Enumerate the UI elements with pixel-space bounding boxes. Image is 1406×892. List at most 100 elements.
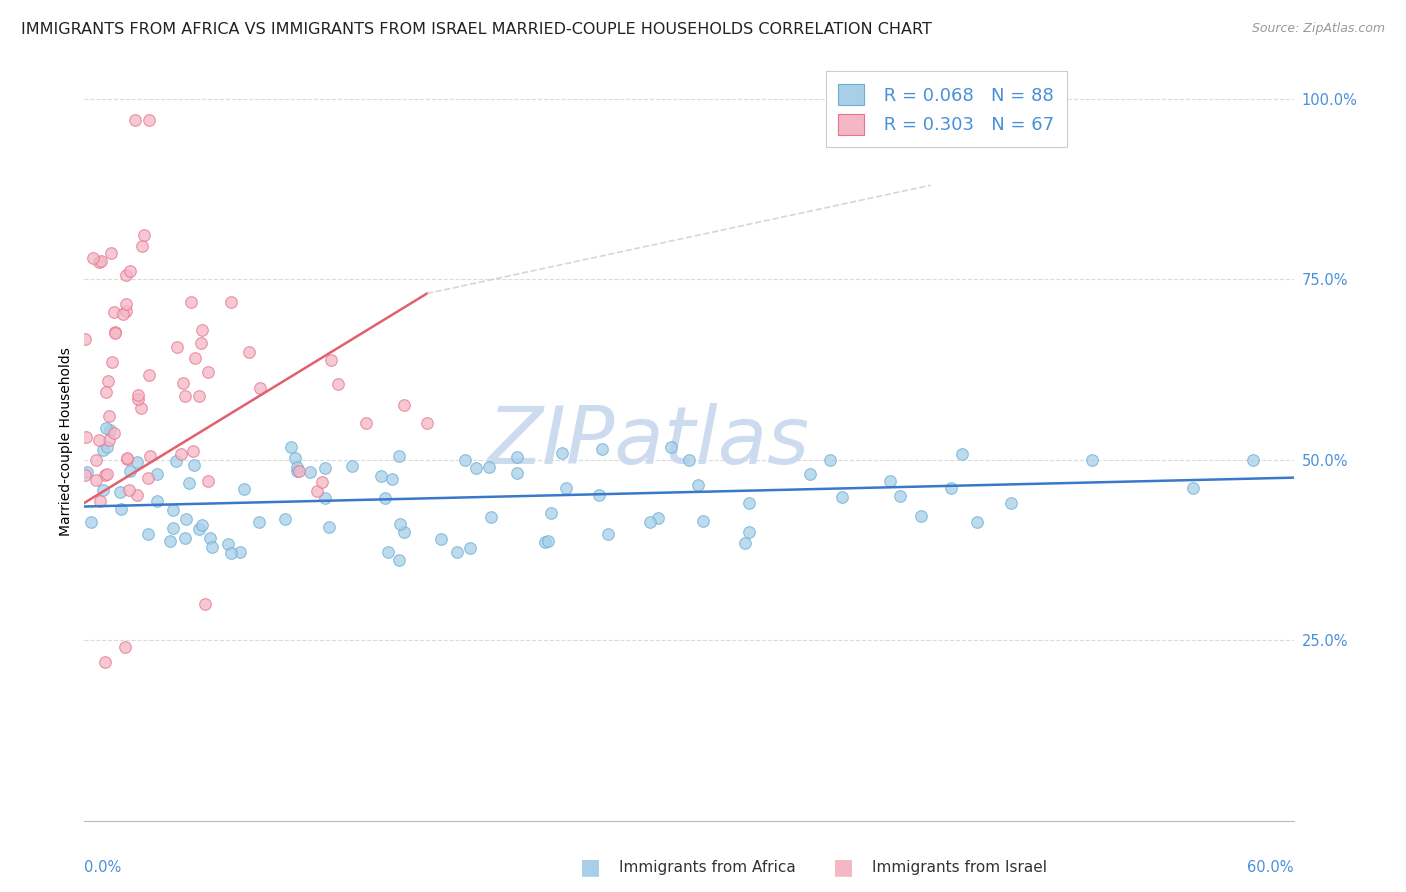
Point: [104, 326, 127, 341]
Point: [1000, 496, 1022, 510]
Point: [1181, 482, 1204, 496]
Point: [939, 482, 962, 496]
Point: [82, 251, 104, 265]
Point: [114, 303, 136, 318]
Point: [162, 521, 184, 535]
Point: [159, 533, 181, 548]
Point: [274, 512, 297, 526]
Point: [319, 352, 342, 367]
Point: [229, 545, 252, 559]
Point: [114, 640, 136, 655]
Point: [191, 323, 214, 337]
Point: [284, 450, 307, 465]
Point: [889, 489, 911, 503]
Text: 60.0%: 60.0%: [1247, 860, 1294, 874]
Point: [125, 487, 148, 501]
Point: [460, 541, 482, 555]
Point: [91, 483, 114, 498]
Point: [738, 496, 761, 510]
Point: [298, 465, 321, 479]
Point: [479, 510, 502, 524]
Point: [176, 512, 198, 526]
Text: Immigrants from Africa: Immigrants from Africa: [619, 860, 796, 874]
Point: [127, 392, 149, 406]
Point: [173, 389, 195, 403]
Point: [98, 423, 121, 437]
Point: [734, 535, 756, 549]
Point: [326, 376, 349, 391]
Point: [87, 255, 110, 269]
Point: [430, 532, 453, 546]
Point: [169, 447, 191, 461]
Point: [115, 450, 138, 465]
Point: [554, 481, 576, 495]
Point: [288, 464, 311, 478]
Point: [91, 442, 114, 457]
Point: [86, 473, 108, 487]
Point: [84, 453, 107, 467]
Text: ■: ■: [834, 857, 853, 877]
Point: [177, 476, 200, 491]
Point: [80, 515, 103, 529]
Point: [76, 465, 98, 479]
Point: [318, 520, 340, 534]
Point: [174, 531, 197, 545]
Point: [377, 545, 399, 559]
Point: [132, 228, 155, 243]
Point: [180, 295, 202, 310]
Point: [591, 442, 613, 456]
Y-axis label: Married-couple Households: Married-couple Households: [59, 347, 73, 536]
Point: [139, 449, 162, 463]
Point: [127, 388, 149, 402]
Point: [506, 467, 529, 481]
Point: [190, 518, 212, 533]
Point: [392, 524, 415, 539]
Point: [96, 420, 118, 434]
Point: [506, 450, 529, 465]
Point: [966, 515, 988, 529]
Point: [285, 460, 308, 475]
Point: [219, 546, 242, 560]
Point: [124, 113, 146, 128]
Point: [138, 368, 160, 383]
Point: [217, 537, 239, 551]
Point: [537, 534, 560, 549]
Point: [103, 305, 125, 319]
Point: [307, 483, 329, 498]
Point: [190, 336, 212, 351]
Point: [93, 655, 115, 669]
Point: [831, 490, 853, 504]
Point: [533, 535, 555, 549]
Point: [145, 494, 167, 508]
Point: [136, 527, 159, 541]
Point: [219, 294, 242, 309]
Point: [181, 444, 204, 458]
Point: [198, 531, 221, 545]
Point: [136, 470, 159, 484]
Point: [238, 345, 260, 359]
Point: [879, 475, 901, 489]
Point: [314, 491, 336, 506]
Point: [388, 516, 411, 531]
Point: [232, 482, 254, 496]
Point: [188, 522, 211, 536]
Point: [388, 449, 411, 463]
Point: [96, 440, 118, 454]
Point: [799, 467, 821, 481]
Point: [910, 508, 932, 523]
Point: [678, 452, 700, 467]
Legend:  R = 0.068   N = 88,  R = 0.303   N = 67: R = 0.068 N = 88, R = 0.303 N = 67: [825, 71, 1067, 147]
Point: [464, 460, 486, 475]
Point: [394, 398, 416, 412]
Point: [596, 527, 619, 541]
Point: [314, 461, 336, 475]
Point: [540, 506, 562, 520]
Point: [1241, 452, 1264, 467]
Point: [247, 516, 270, 530]
Point: [1081, 452, 1104, 467]
Point: [96, 385, 118, 400]
Point: [103, 426, 125, 441]
Point: [311, 475, 333, 489]
Point: [98, 434, 121, 448]
Point: [370, 469, 392, 483]
